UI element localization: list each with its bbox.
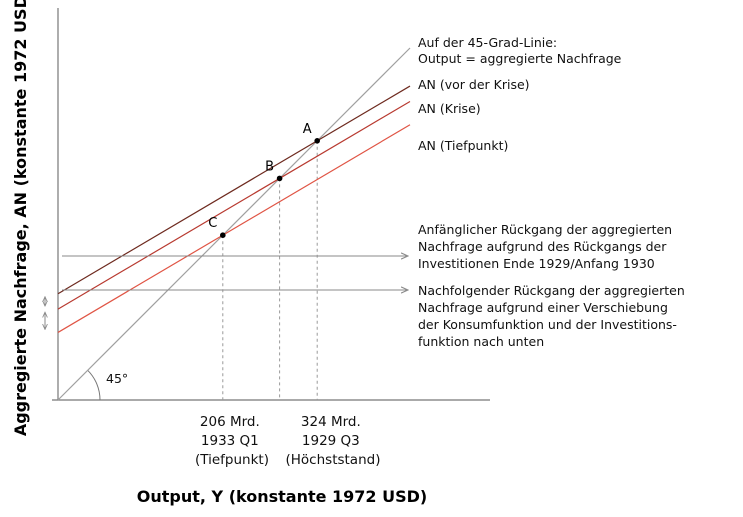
annotation-1-line-3: Investitionen Ende 1929/Anfang 1930 (418, 256, 655, 271)
x-tick-206-line-3: (Tiefpunkt) (195, 452, 269, 468)
series-line-an-krise (57, 100, 411, 310)
annotation-2-line-3: der Konsumfunktion und der Investitions- (418, 317, 677, 332)
series-line-an-tiefpunkt (57, 124, 411, 333)
annotation-2-line-4: funktion nach unten (418, 334, 544, 349)
point-c (220, 232, 226, 238)
x-tick-324-line-3: (Höchststand) (286, 452, 381, 468)
series-lines (57, 47, 411, 401)
x-tick-324-line-1: 324 Mrd. (301, 414, 361, 430)
angle-label: 45° (106, 371, 128, 386)
series-label-an-vor-der-krise: AN (vor der Krise) (418, 77, 530, 92)
x-tick-206-line-1: 206 Mrd. (200, 414, 260, 430)
equilibrium-points: A B C (208, 122, 321, 238)
x-axis-title: Output, Y (konstante 1972 USD) (137, 487, 427, 506)
x-tick-label-206: 206 Mrd. 1933 Q1 (Tiefpunkt) (195, 414, 269, 468)
point-label-c: C (208, 216, 217, 231)
series-label-45-degree: Auf der 45-Grad-Linie: Output = aggregie… (418, 35, 622, 66)
x-tick-label-324: 324 Mrd. 1929 Q3 (Höchststand) (286, 414, 381, 468)
annotation-2: Nachfolgender Rückgang der aggregierten … (418, 283, 689, 349)
series-line-an-vor-der-krise (57, 85, 411, 295)
series-label-an-krise: AN (Krise) (418, 101, 481, 116)
annotation-1-line-2: Nachfrage aufgrund des Rückgangs der (418, 239, 667, 254)
point-label-b: B (265, 159, 274, 174)
annotation-1: Anfänglicher Rückgang der aggregierten N… (418, 222, 676, 271)
series-label-an-tiefpunkt: AN (Tiefpunkt) (418, 138, 508, 153)
point-a (314, 138, 321, 144)
point-label-a: A (303, 122, 312, 137)
x-tick-324-line-2: 1929 Q3 (302, 433, 360, 449)
series-line-45-degree (57, 47, 411, 401)
series-label-45-degree-line-2: Output = aggregierte Nachfrage (418, 51, 622, 66)
series-label-45-degree-line-1: Auf der 45-Grad-Linie: (418, 35, 557, 50)
annotation-1-line-1: Anfänglicher Rückgang der aggregierten (418, 222, 672, 237)
annotation-2-line-1: Nachfolgender Rückgang der aggregierten (418, 283, 685, 298)
angle-arc (87, 369, 101, 401)
x-tick-206-line-2: 1933 Q1 (201, 433, 259, 449)
y-axis-title: Aggregierte Nachfrage, AN (konstante 197… (11, 0, 30, 436)
point-b (276, 175, 283, 182)
annotation-2-line-2: Nachfrage aufgrund einer Verschiebung (418, 300, 668, 315)
drop-lines (222, 140, 318, 400)
